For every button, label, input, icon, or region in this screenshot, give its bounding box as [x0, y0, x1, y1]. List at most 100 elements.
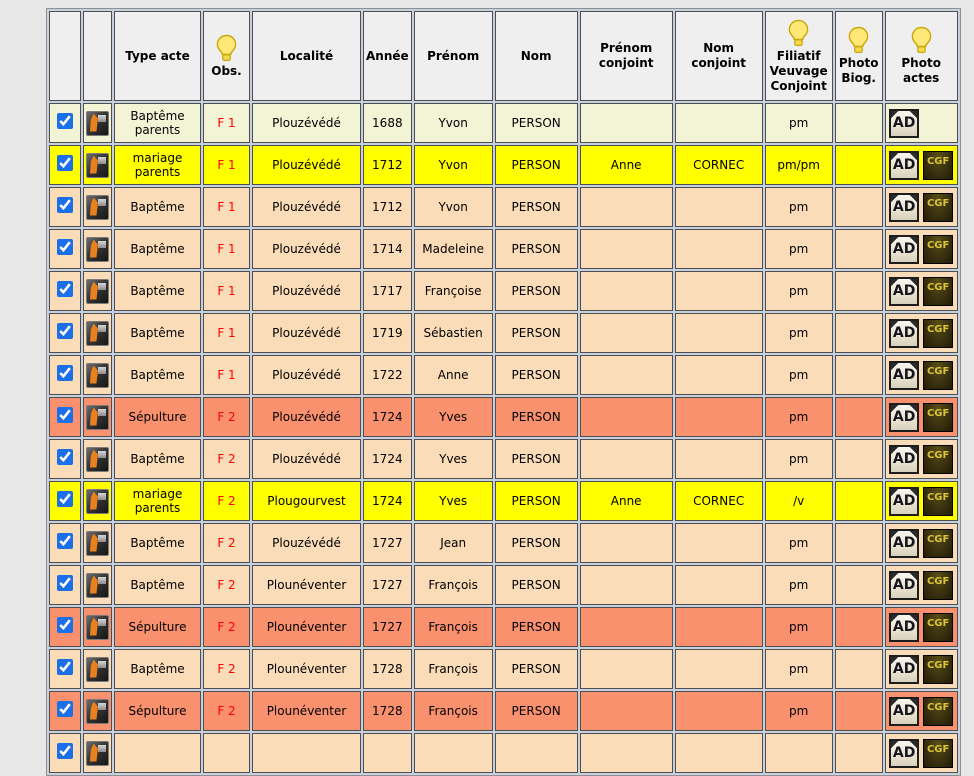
localite-cell: Plounéventer: [252, 565, 361, 605]
photo-biog-cell: [834, 733, 883, 773]
row-checkbox[interactable]: [57, 239, 73, 256]
column-header-label: Année: [366, 48, 409, 63]
filiatif-cell: pm: [764, 691, 833, 731]
row-photo-cell: [83, 481, 112, 521]
ad-button[interactable]: AD: [889, 696, 920, 726]
photo-actes-cell: AD CGF: [884, 229, 958, 269]
row-checkbox[interactable]: [57, 533, 73, 550]
ad-button[interactable]: AD: [889, 360, 920, 390]
row-checkbox[interactable]: [57, 575, 73, 592]
cgf-button[interactable]: CGF: [923, 402, 954, 432]
act-photo-icon[interactable]: [86, 320, 109, 346]
row-checkbox[interactable]: [57, 113, 73, 130]
act-photo-icon[interactable]: [86, 572, 109, 598]
cgf-button[interactable]: CGF: [923, 192, 954, 222]
row-checkbox[interactable]: [57, 659, 73, 676]
obs-cell: [203, 733, 250, 773]
cgf-button[interactable]: CGF: [923, 486, 954, 516]
cgf-button[interactable]: CGF: [923, 360, 954, 390]
ad-button[interactable]: AD: [889, 192, 920, 222]
cgf-button[interactable]: CGF: [923, 276, 954, 306]
row-checkbox[interactable]: [57, 197, 73, 214]
table-row: Baptême F 2 Plounéventer 1728 François P…: [49, 649, 958, 689]
photo-biog-cell: [834, 145, 883, 185]
nom-cell: PERSON: [494, 355, 578, 395]
header-row: Type acte Obs. Localité Année Prénom Nom Prén…: [49, 11, 958, 101]
column-header-label: Filiatif Veuvage Conjoint: [769, 48, 828, 93]
table-row: Baptême F 1 Plouzévédé 1717 Françoise PE…: [49, 271, 958, 311]
localite-cell: Plouzévédé: [252, 439, 361, 479]
photo-actes-cell: AD CGF: [884, 103, 958, 143]
ad-button[interactable]: AD: [889, 612, 920, 642]
row-checkbox[interactable]: [57, 449, 73, 466]
ad-button[interactable]: AD: [889, 444, 920, 474]
obs-cell: F 2: [203, 523, 250, 563]
row-checkbox[interactable]: [57, 155, 73, 172]
filiatif-cell: pm: [764, 397, 833, 437]
cgf-button[interactable]: CGF: [923, 318, 954, 348]
row-checkbox[interactable]: [57, 281, 73, 298]
table-row: Baptême F 2 Plounéventer 1727 François P…: [49, 565, 958, 605]
localite-cell: [252, 733, 361, 773]
cgf-button[interactable]: CGF: [923, 654, 954, 684]
act-photo-icon[interactable]: [86, 236, 109, 262]
act-photo-icon[interactable]: [86, 698, 109, 724]
ad-button[interactable]: AD: [889, 486, 920, 516]
localite-cell: Plougourvest: [252, 481, 361, 521]
row-checkbox[interactable]: [57, 323, 73, 340]
ad-button[interactable]: AD: [889, 234, 920, 264]
cgf-button[interactable]: CGF: [923, 570, 954, 600]
ad-button[interactable]: AD: [889, 654, 920, 684]
nom-conjoint-cell: [674, 271, 763, 311]
act-photo-icon[interactable]: [86, 614, 109, 640]
photo-actes-cell: AD CGF: [884, 271, 958, 311]
row-checkbox[interactable]: [57, 407, 73, 424]
photo-biog-cell: [834, 691, 883, 731]
filiatif-cell: pm: [764, 355, 833, 395]
ad-button[interactable]: AD: [889, 738, 920, 768]
ad-button[interactable]: AD: [889, 528, 920, 558]
prenom-cell: Yvon: [413, 103, 493, 143]
row-checkbox[interactable]: [57, 701, 73, 718]
cgf-button[interactable]: CGF: [923, 696, 954, 726]
obs-cell: F 2: [203, 607, 250, 647]
row-checkbox[interactable]: [57, 365, 73, 382]
ad-button[interactable]: AD: [889, 150, 920, 180]
act-photo-icon[interactable]: [86, 278, 109, 304]
photo-actes-cell: AD CGF: [884, 691, 958, 731]
act-photo-icon[interactable]: [86, 110, 109, 136]
act-photo-icon[interactable]: [86, 194, 109, 220]
act-photo-icon[interactable]: [86, 740, 109, 766]
nom-cell: PERSON: [494, 229, 578, 269]
cgf-button[interactable]: CGF: [923, 150, 954, 180]
filiatif-cell: pm: [764, 439, 833, 479]
act-photo-icon[interactable]: [86, 362, 109, 388]
column-header-nom: Nom: [494, 11, 578, 101]
ad-button[interactable]: AD: [889, 318, 920, 348]
cgf-button[interactable]: CGF: [923, 528, 954, 558]
column-header-photo_actes: Photo actes: [884, 11, 958, 101]
cgf-button[interactable]: CGF: [923, 738, 954, 768]
row-checkbox[interactable]: [57, 491, 73, 508]
type-acte-cell: Baptême: [114, 313, 201, 353]
ad-button[interactable]: AD: [889, 276, 920, 306]
row-select-cell: [49, 187, 81, 227]
row-checkbox[interactable]: [57, 617, 73, 634]
ad-button[interactable]: AD: [889, 402, 920, 432]
cgf-button[interactable]: CGF: [923, 234, 954, 264]
act-photo-icon[interactable]: [86, 404, 109, 430]
nom-cell: PERSON: [494, 481, 578, 521]
prenom-conjoint-cell: [579, 103, 673, 143]
cgf-button[interactable]: CGF: [923, 612, 954, 642]
act-photo-icon[interactable]: [86, 152, 109, 178]
act-photo-icon[interactable]: [86, 656, 109, 682]
act-photo-icon[interactable]: [86, 446, 109, 472]
ad-button[interactable]: AD: [889, 108, 920, 138]
cgf-button[interactable]: CGF: [923, 444, 954, 474]
prenom-conjoint-cell: [579, 313, 673, 353]
act-photo-icon[interactable]: [86, 488, 109, 514]
column-header-label: Obs.: [211, 63, 242, 78]
row-checkbox[interactable]: [57, 743, 73, 760]
ad-button[interactable]: AD: [889, 570, 920, 600]
act-photo-icon[interactable]: [86, 530, 109, 556]
